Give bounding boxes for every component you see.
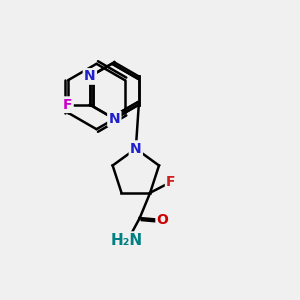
Text: F: F [166, 175, 176, 189]
Text: N: N [84, 69, 96, 83]
Text: F: F [63, 98, 72, 112]
Text: N: N [130, 142, 142, 156]
Text: N: N [109, 112, 120, 126]
Text: O: O [157, 212, 169, 226]
Text: H₂N: H₂N [111, 233, 143, 248]
